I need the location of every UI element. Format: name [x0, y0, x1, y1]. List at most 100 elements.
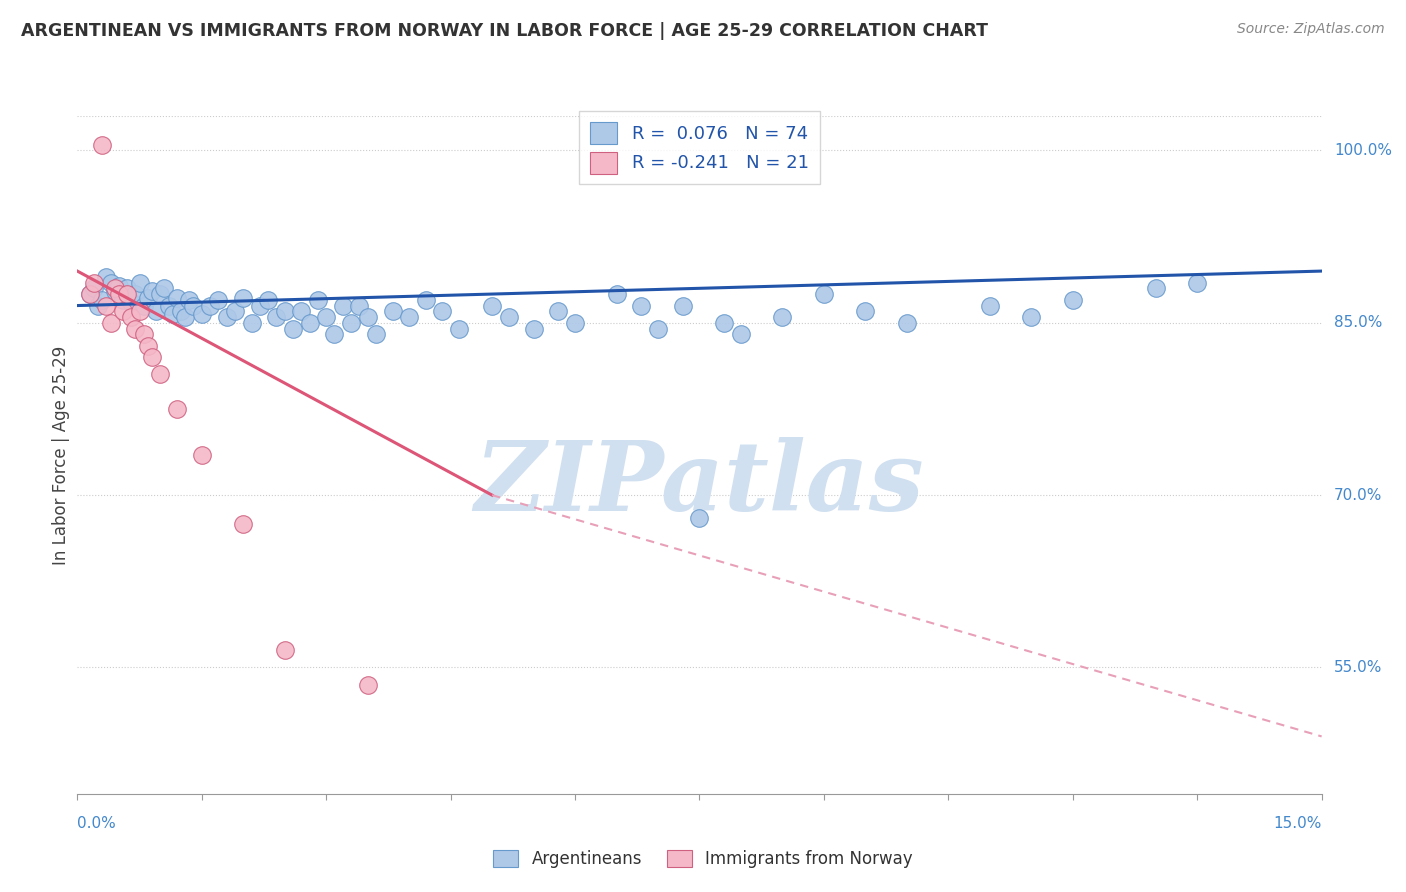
Point [115, 287, 138, 301]
Point [124, 321, 146, 335]
Point [290, 304, 312, 318]
Point [307, 293, 329, 307]
Point [257, 293, 280, 307]
Point [813, 287, 835, 301]
Point [979, 299, 1001, 313]
Point [191, 307, 214, 321]
Point [606, 287, 628, 301]
Point [274, 304, 297, 318]
Point [855, 304, 877, 318]
Point [689, 511, 711, 525]
Point [713, 316, 735, 330]
Point [523, 321, 546, 335]
Point [136, 291, 159, 305]
Point [162, 307, 184, 321]
Point [100, 276, 122, 290]
Point [91, 293, 114, 307]
Point [357, 678, 380, 692]
Point [298, 316, 321, 330]
Point [124, 287, 146, 301]
Point [166, 291, 188, 305]
Legend: R =  0.076   N = 74, R = -0.241   N = 21: R = 0.076 N = 74, R = -0.241 N = 21 [579, 112, 820, 185]
Point [100, 316, 122, 330]
Point [447, 321, 470, 335]
Point [315, 310, 337, 324]
Point [132, 299, 155, 313]
Point [157, 299, 180, 313]
Point [357, 310, 380, 324]
Point [281, 321, 304, 335]
Point [145, 304, 167, 318]
Point [149, 287, 172, 301]
Point [174, 310, 197, 324]
Point [415, 293, 437, 307]
Point [349, 299, 371, 313]
Point [83, 281, 105, 295]
Point [128, 304, 150, 318]
Point [179, 293, 201, 307]
Text: 85.0%: 85.0% [1334, 315, 1382, 330]
Point [96, 269, 118, 284]
Point [198, 299, 221, 313]
Point [240, 316, 263, 330]
Point [141, 351, 163, 365]
Point [166, 401, 188, 416]
Text: Source: ZipAtlas.com: Source: ZipAtlas.com [1237, 22, 1385, 37]
Point [153, 281, 176, 295]
Point [136, 339, 159, 353]
Point [564, 316, 586, 330]
Point [323, 327, 346, 342]
Point [120, 310, 142, 324]
Text: ZIPatlas: ZIPatlas [475, 437, 924, 531]
Point [191, 448, 214, 462]
Point [232, 291, 254, 305]
Point [132, 327, 155, 342]
Point [79, 287, 101, 301]
Point [1187, 276, 1209, 290]
Point [83, 276, 105, 290]
Text: 100.0%: 100.0% [1334, 143, 1392, 158]
Text: 15.0%: 15.0% [1274, 816, 1322, 831]
Point [111, 304, 134, 318]
Point [91, 137, 114, 152]
Text: 0.0%: 0.0% [77, 816, 117, 831]
Point [498, 310, 520, 324]
Point [104, 281, 127, 295]
Point [274, 643, 297, 657]
Point [79, 287, 101, 301]
Point [672, 299, 695, 313]
Point [1062, 293, 1084, 307]
Point [896, 316, 918, 330]
Point [149, 368, 172, 382]
Point [141, 284, 163, 298]
Point [128, 276, 150, 290]
Point [398, 310, 420, 324]
Point [364, 327, 387, 342]
Point [630, 299, 652, 313]
Point [115, 281, 138, 295]
Point [1021, 310, 1043, 324]
Point [266, 310, 288, 324]
Point [432, 304, 454, 318]
Point [232, 516, 254, 531]
Legend: Argentineans, Immigrants from Norway: Argentineans, Immigrants from Norway [486, 843, 920, 875]
Point [215, 310, 238, 324]
Point [547, 304, 569, 318]
Point [104, 284, 127, 298]
Point [730, 327, 752, 342]
Point [207, 293, 229, 307]
Point [108, 279, 129, 293]
Text: 70.0%: 70.0% [1334, 488, 1382, 502]
Text: ARGENTINEAN VS IMMIGRANTS FROM NORWAY IN LABOR FORCE | AGE 25-29 CORRELATION CHA: ARGENTINEAN VS IMMIGRANTS FROM NORWAY IN… [21, 22, 988, 40]
Point [87, 299, 110, 313]
Point [381, 304, 404, 318]
Y-axis label: In Labor Force | Age 25-29: In Labor Force | Age 25-29 [52, 345, 70, 565]
Point [332, 299, 354, 313]
Point [111, 293, 134, 307]
Point [183, 299, 205, 313]
Point [224, 304, 246, 318]
Point [340, 316, 363, 330]
Text: 55.0%: 55.0% [1334, 660, 1382, 675]
Point [170, 304, 193, 318]
Point [108, 287, 129, 301]
